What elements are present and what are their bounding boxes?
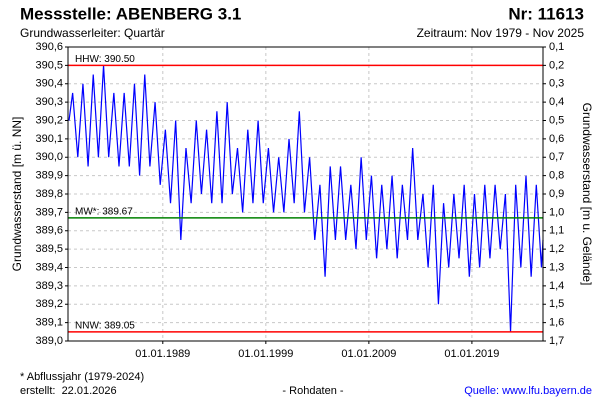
- y2-tick-label: 1,1: [549, 225, 564, 237]
- y2-tick-label: 0,8: [549, 170, 564, 182]
- y-tick-label: 389,8: [35, 188, 63, 200]
- reference-label: NNW: 389.05: [75, 320, 135, 331]
- x-tick-label: 01.01.2009: [341, 348, 396, 360]
- y2-tick-label: 1,5: [549, 298, 564, 310]
- y2-tick-label: 1,6: [549, 317, 564, 329]
- y2-tick-label: 1,7: [549, 335, 564, 347]
- period: Zeitraum: Nov 1979 - Nov 2025: [417, 26, 585, 40]
- y2-axis-label: Grundwasserstand [m u. Gelände]: [580, 103, 594, 286]
- y2-tick-label: 1,0: [549, 206, 564, 218]
- x-tick-label: 01.01.1999: [238, 348, 293, 360]
- y-tick-label: 390,3: [35, 96, 63, 108]
- y2-tick-label: 0,5: [549, 114, 564, 126]
- y-tick-label: 389,9: [35, 170, 63, 182]
- y-tick-label: 389,2: [35, 298, 63, 310]
- y2-tick-label: 0,6: [549, 133, 564, 145]
- x-tick-label: 01.01.1989: [135, 348, 190, 360]
- y2-tick-label: 1,3: [549, 261, 564, 273]
- y-tick-label: 389,4: [35, 261, 63, 273]
- y2-tick-label: 1,2: [549, 243, 564, 255]
- y-tick-label: 390,4: [35, 78, 63, 90]
- y-tick-label: 390,2: [35, 114, 63, 126]
- subtitle: Grundwasserleiter: Quartär: [20, 26, 165, 40]
- y-tick-label: 390,5: [35, 59, 63, 71]
- y-tick-label: 389,0: [35, 335, 63, 347]
- y2-tick-label: 0,7: [549, 151, 564, 163]
- y-tick-label: 389,1: [35, 317, 63, 329]
- source[interactable]: Quelle: www.lfu.bayern.de: [464, 385, 592, 397]
- y2-tick-label: 0,1: [549, 41, 564, 53]
- data-line: [68, 65, 544, 332]
- y-tick-label: 389,7: [35, 206, 63, 218]
- y2-tick-label: 0,3: [549, 78, 564, 90]
- y-tick-label: 390,1: [35, 133, 63, 145]
- y-tick-label: 390,6: [35, 41, 63, 53]
- data-note: - Rohdaten -: [282, 385, 343, 397]
- x-tick-label: 01.01.2019: [444, 348, 499, 360]
- y-tick-label: 389,5: [35, 243, 63, 255]
- y-axis-label: Grundwasserstand [m ü. NN]: [10, 117, 24, 272]
- y-tick-label: 389,3: [35, 280, 63, 292]
- reference-label: HHW: 390.50: [75, 54, 135, 65]
- created-date: erstellt: 22.01.2026: [20, 385, 117, 397]
- chart-title: Messstelle: ABENBERG 3.1: [20, 4, 241, 23]
- y-tick-label: 390,0: [35, 151, 63, 163]
- y-tick-label: 389,6: [35, 225, 63, 237]
- footnote: * Abflussjahr (1979-2024): [20, 371, 144, 383]
- y2-tick-label: 0,9: [549, 188, 564, 200]
- reference-label: MW*: 389.67: [75, 207, 133, 218]
- y2-tick-label: 1,4: [549, 280, 564, 292]
- y2-tick-label: 0,4: [549, 96, 564, 108]
- plot-frame: [67, 46, 544, 342]
- station-number: Nr: 11613: [508, 4, 584, 23]
- y2-tick-label: 0,2: [549, 59, 564, 71]
